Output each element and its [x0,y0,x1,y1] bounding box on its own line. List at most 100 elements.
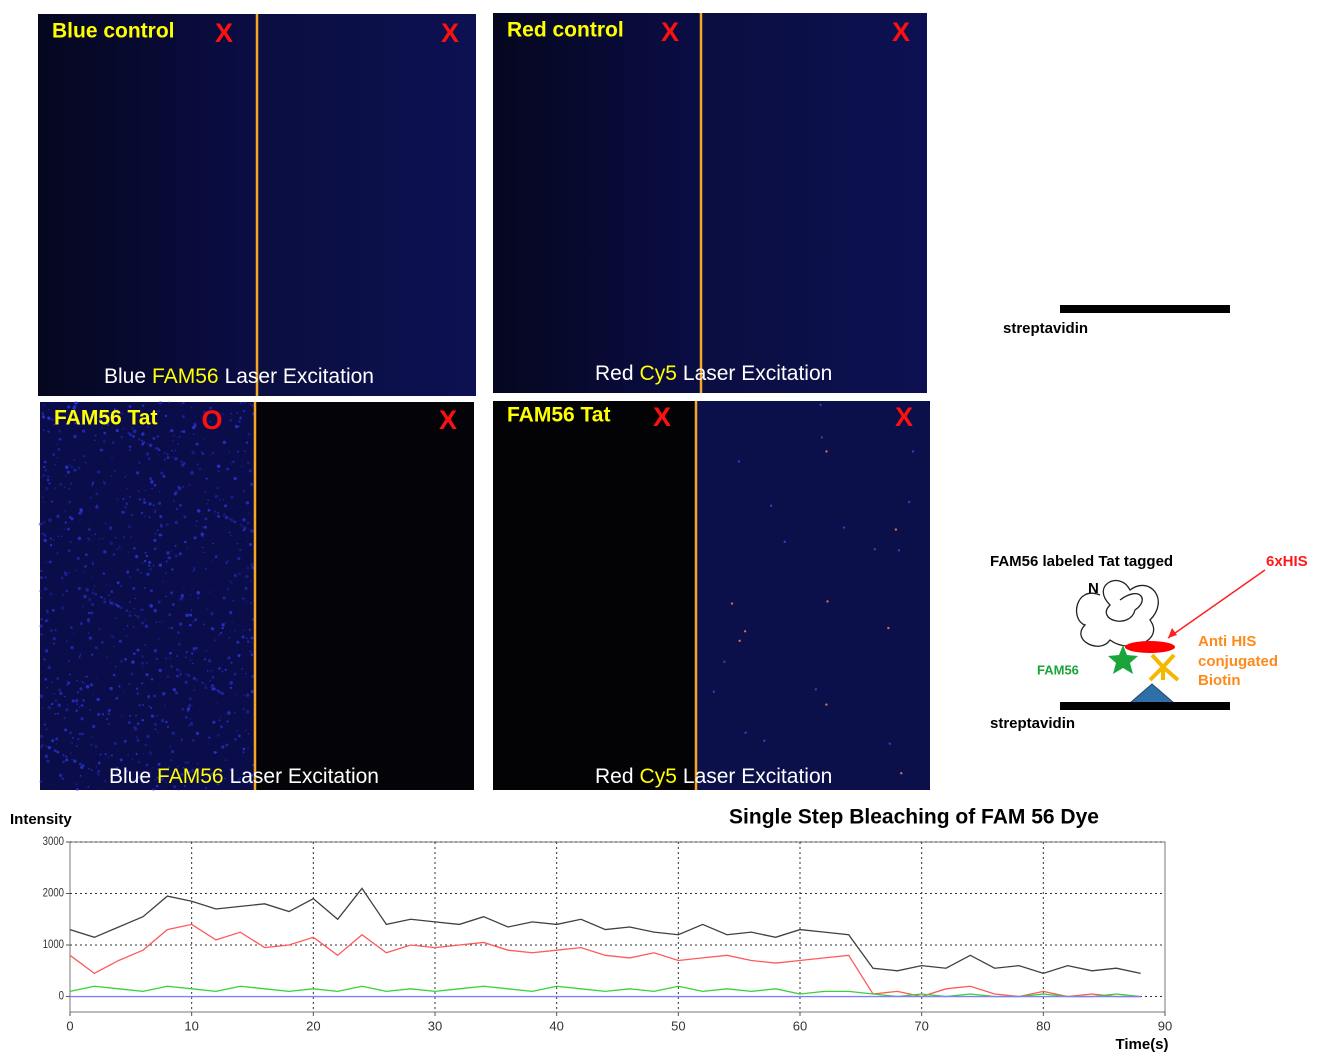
speck [45,728,48,731]
speck [131,660,135,664]
speck [193,536,197,540]
image-panel: FAM56 Tat X X Red Cy5 Laser Excitation [493,401,930,790]
speck [48,560,52,564]
speck [251,675,255,678]
speck [139,571,142,575]
speck [147,457,151,461]
speck [226,720,229,723]
speck [229,768,232,771]
speck [60,576,64,580]
speck [65,465,69,469]
speck [196,463,199,465]
laser-label-part: Cy5 [640,765,677,788]
chart-title: Single Step Bleaching of FAM 56 Dye [729,806,1099,829]
speck [75,783,78,786]
speck [172,785,177,789]
speck [249,543,252,546]
speck [90,577,93,579]
speck [103,550,107,554]
speck [125,474,128,477]
speck [140,511,144,514]
speck [230,519,234,523]
speck [194,646,198,650]
speck [182,430,186,433]
speck [233,573,238,578]
speck [152,504,155,507]
speck [222,596,226,600]
speck [239,776,242,779]
speck [783,540,786,544]
speck [134,597,136,600]
speck [119,758,123,762]
speck [103,482,106,485]
speck [124,475,127,479]
speck [72,633,75,635]
speck [134,714,138,717]
speck [177,442,179,445]
speck [47,481,51,485]
speck [145,421,148,424]
speck [92,588,94,591]
speck [89,683,94,687]
speck [141,718,145,722]
speck [154,509,157,512]
speck [179,669,182,672]
speck [212,542,214,545]
speck [730,602,734,605]
series-line [69,923,1141,998]
speck [183,784,187,788]
speck [39,734,44,739]
speck [141,661,145,665]
speck [149,494,151,497]
speck [242,751,245,754]
speck [204,683,207,686]
speck [113,469,117,473]
speck [141,404,144,407]
speck [220,716,222,718]
speck [102,481,105,483]
speck [148,443,153,448]
speck [210,686,212,689]
speck [162,581,164,583]
speck [203,410,206,413]
speck [40,633,43,636]
speck [43,460,47,464]
speck [897,549,901,552]
speck [125,769,128,773]
speck [154,532,157,535]
speck [151,488,153,490]
laser-label: Red Cy5 Laser Excitation [595,765,832,788]
speck [133,607,136,610]
speck [95,504,98,507]
speck [57,535,60,538]
speck [222,440,227,445]
speck [219,498,222,501]
speck [218,667,221,670]
speck [122,497,125,500]
speck [40,596,43,599]
antibody-label: conjugated [1198,653,1278,670]
speck [218,719,221,722]
speck [211,675,215,679]
speck [124,511,127,513]
speck [239,523,242,527]
speck [141,780,145,784]
speck [245,710,250,714]
speck [70,626,73,629]
speck [191,768,195,773]
speck [53,423,56,426]
speck [166,557,169,559]
speck [170,759,173,761]
speck [113,742,117,746]
speck [249,773,254,777]
speck [216,689,219,692]
speck [138,704,141,707]
speck [243,401,246,404]
speck [246,566,250,570]
status-mark: X [661,17,679,47]
speck [68,731,73,735]
y-tick-label: 2000 [43,887,64,900]
speck [147,771,151,775]
speck [89,496,92,499]
speck [67,549,71,553]
